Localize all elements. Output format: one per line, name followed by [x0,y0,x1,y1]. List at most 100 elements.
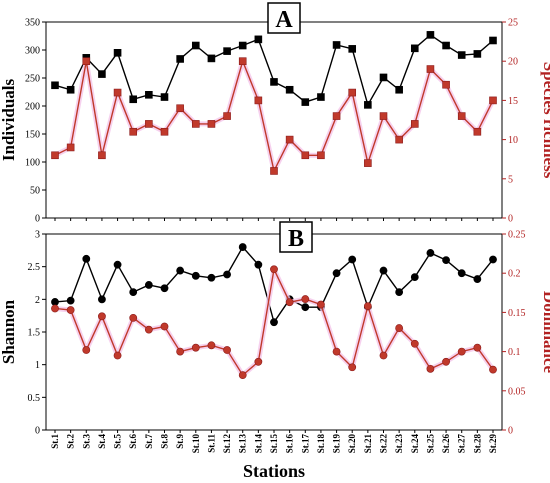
data-point [426,65,435,73]
data-point [317,93,325,101]
right-tick-label: 0 [508,426,513,437]
data-point [238,243,247,251]
data-point [285,298,294,307]
data-point [113,351,122,360]
data-point [364,159,372,167]
data-point [144,325,153,334]
right-tick-label: 20 [508,57,518,68]
data-point [176,104,184,113]
data-point [348,255,357,264]
data-point [301,151,310,160]
data-point [364,101,372,109]
data-point [129,95,138,104]
x-tick-label: St.21 [363,434,373,454]
panel-a-series [51,31,497,175]
data-point [395,288,404,297]
data-point [51,298,59,306]
data-point [160,322,169,331]
x-tick-label: St.2 [66,434,76,449]
data-point [410,120,419,128]
x-tick-label: St.13 [238,434,248,454]
data-point [98,151,106,160]
data-point [270,78,278,86]
data-point [98,70,106,78]
panel-b-ylabel: Shannon [0,299,18,364]
data-point [223,270,231,279]
data-point [51,81,59,90]
x-tick-label: St.9 [175,434,185,449]
data-point [51,151,59,160]
data-point [379,351,388,360]
data-point [301,295,310,303]
data-point [489,365,497,374]
left-tick-label: 2.5 [28,262,41,273]
data-point [145,120,153,128]
data-point [473,343,482,352]
data-point [332,41,341,49]
data-point [223,47,231,55]
data-point [223,112,231,120]
data-point [379,266,388,275]
left-tick-label: 300 [25,46,40,57]
panel-a-y2label: Species richness [540,62,550,179]
data-point [82,346,91,354]
data-point [129,288,138,297]
data-point [426,249,435,257]
left-tick-label: 1 [35,360,40,371]
data-point [160,127,169,136]
data-point [457,51,466,59]
data-point [191,343,200,352]
data-point [410,273,419,282]
data-point [410,339,419,348]
panel-b-label: B [288,226,304,252]
data-point [332,269,341,278]
right-tick-label: 15 [508,96,518,107]
left-tick-label: 0 [35,426,40,437]
data-point [457,269,466,278]
panel-a-ylabel: Individuals [0,79,18,162]
left-tick-label: 3 [35,230,40,241]
right-tick-label: 25 [508,18,518,29]
panel-b-label-box [279,221,313,253]
x-tick-label: St.25 [425,434,435,454]
data-point [191,120,200,128]
data-point [348,88,357,97]
data-point [113,88,122,97]
data-point [332,347,341,356]
data-point [489,36,497,45]
x-tick-label: St.6 [128,434,138,449]
data-point [332,112,341,120]
data-point [66,85,75,94]
data-point [98,312,106,321]
data-point [457,347,466,356]
x-tick-label: St.24 [410,434,420,454]
data-point [191,41,200,50]
data-point [473,275,482,283]
data-point [82,254,91,263]
panel-b-gridticks: 0 0.5 1 1.5 2 2.5 3 0 0.05 0.1 0.15 0.2 0.25 [28,230,526,437]
left-tick-label: 0 [35,214,40,225]
data-point [410,44,419,53]
data-point [176,266,185,275]
x-tick-label: St.28 [472,434,482,454]
x-tick-label: St.19 [332,434,342,454]
data-point [207,120,216,128]
data-point [473,50,482,58]
data-point [238,41,247,50]
data-point [144,281,153,289]
data-point [207,54,216,63]
left-tick-label: 100 [25,158,40,169]
data-point [317,300,325,309]
data-point [473,127,482,136]
panel-a-label: A [275,7,293,33]
x-tick-label: St.8 [160,434,170,449]
data-point [254,260,263,269]
left-tick-label: 1.5 [28,328,41,339]
x-tick-label: St.16 [285,434,295,454]
data-point [442,41,450,50]
x-tick-label: St.18 [316,434,326,454]
data-point [254,357,263,366]
x-tick-label: St.17 [300,434,310,454]
data-point [285,85,294,94]
